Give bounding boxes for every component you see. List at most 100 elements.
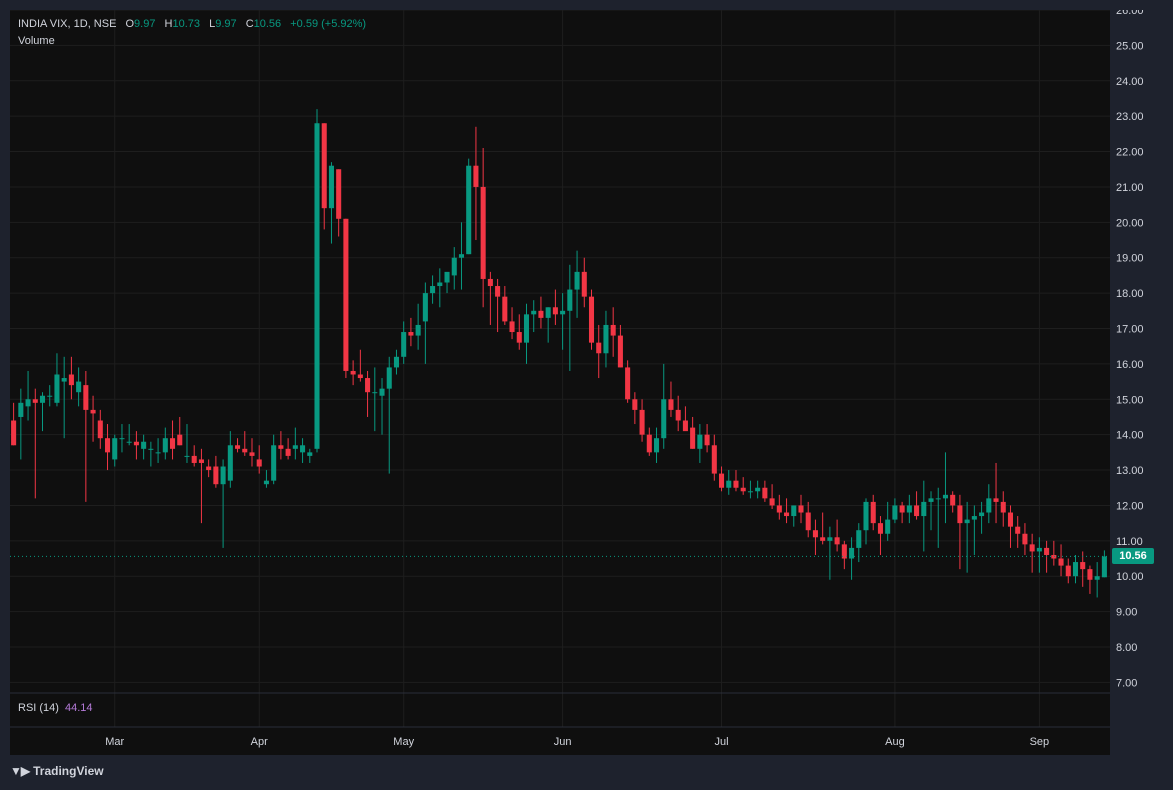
candle: [451, 247, 457, 290]
y-tick-label: 19.00: [1116, 253, 1144, 265]
y-tick-label: 22.00: [1116, 147, 1144, 159]
candle: [682, 406, 688, 432]
candle-body: [328, 165, 334, 209]
candle: [220, 459, 226, 548]
y-tick-label: 23.00: [1116, 111, 1144, 123]
candle: [560, 293, 566, 350]
candle-body: [957, 505, 963, 524]
candle-body: [581, 271, 587, 297]
close-value: 10.56: [253, 18, 282, 30]
rsi-legend[interactable]: RSI (14) 44.14: [18, 702, 93, 714]
candle-body: [213, 466, 219, 485]
x-tick-label: May: [393, 736, 414, 748]
ohlc-legend[interactable]: INDIA VIX, 1D, NSE O9.97 H10.73 L9.97 C1…: [18, 18, 366, 30]
candle: [870, 494, 876, 531]
candle: [1029, 533, 1035, 573]
candle-body: [596, 342, 602, 354]
candle-body: [588, 296, 595, 343]
candle-body: [791, 505, 797, 517]
candle: [495, 278, 501, 333]
candle: [538, 296, 544, 329]
candle: [1072, 554, 1079, 584]
low-label: L: [209, 18, 216, 30]
candle: [25, 370, 31, 421]
candle: [639, 399, 645, 442]
candle: [18, 388, 24, 460]
candle: [321, 123, 327, 230]
candle-body: [1000, 501, 1006, 513]
candle: [473, 126, 479, 241]
candle-body: [47, 395, 53, 397]
candle-body: [372, 392, 378, 394]
y-tick-label: 7.00: [1116, 677, 1137, 689]
candle-body: [206, 466, 212, 471]
y-tick-label: 26.00: [1116, 10, 1144, 17]
candle: [1051, 540, 1057, 566]
candle-body: [300, 445, 306, 453]
candle-body: [856, 530, 862, 548]
candle: [300, 438, 306, 463]
candle: [1065, 558, 1071, 584]
candle: [552, 289, 558, 325]
candle: [141, 434, 147, 460]
candle-body: [798, 505, 804, 513]
candle: [155, 438, 161, 463]
price-chart[interactable]: 7.00 8.00 9.00 10.00 11.00 12.00 13.00 14.00 15.…: [10, 10, 1173, 755]
candle-body: [495, 286, 501, 297]
candle: [76, 367, 82, 407]
candle-body: [697, 434, 703, 449]
candle-body: [444, 271, 450, 283]
candle: [675, 395, 681, 432]
candle: [942, 452, 948, 524]
candle-body: [733, 480, 739, 488]
candle-body: [993, 498, 999, 502]
candle: [408, 317, 414, 347]
candle: [39, 392, 46, 432]
candle-body: [437, 282, 443, 287]
candle: [805, 501, 811, 538]
candle-body: [769, 498, 775, 506]
candle: [1087, 565, 1093, 594]
tradingview-branding[interactable]: ▼▶ TradingView: [10, 764, 104, 778]
candle-body: [314, 123, 320, 449]
candle-body: [928, 498, 934, 502]
candle: [213, 455, 219, 488]
candle-body: [386, 367, 392, 389]
candle-body: [184, 455, 190, 457]
candle: [574, 250, 580, 318]
candle-body: [639, 409, 645, 435]
y-tick-label: 18.00: [1116, 288, 1144, 300]
candle-body: [675, 409, 681, 421]
candle: [1007, 505, 1014, 548]
candle: [625, 360, 631, 403]
high-label: H: [164, 18, 173, 30]
candle-body: [538, 310, 544, 318]
candle-body: [661, 399, 667, 439]
symbol-title[interactable]: INDIA VIX, 1D, NSE: [18, 18, 117, 30]
candle-body: [263, 480, 269, 485]
candle-body: [1029, 544, 1035, 552]
candle-body: [812, 530, 818, 538]
candle: [603, 310, 609, 368]
candle-body: [1072, 562, 1079, 577]
candle: [646, 427, 652, 456]
candle: [198, 448, 204, 524]
candle-body: [170, 438, 176, 449]
candle: [1101, 550, 1107, 578]
candle: [776, 494, 782, 520]
volume-legend[interactable]: Volume: [18, 35, 55, 47]
candle-body: [119, 438, 125, 440]
x-tick-label: Mar: [105, 736, 124, 748]
candle: [444, 271, 450, 294]
candle: [47, 385, 53, 407]
candle: [545, 307, 551, 343]
candle: [791, 505, 797, 527]
candle: [704, 424, 710, 453]
candle-body: [321, 123, 327, 209]
candle: [393, 349, 399, 375]
candle-body: [83, 385, 89, 410]
candle-body: [841, 544, 847, 559]
x-tick-label: Jun: [554, 736, 572, 748]
candle-body: [625, 367, 631, 400]
grid-lines: [10, 10, 1110, 727]
